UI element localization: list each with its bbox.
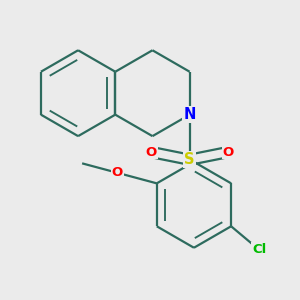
Text: S: S [184,152,195,167]
Text: Cl: Cl [252,243,266,256]
Text: O: O [146,146,157,158]
Text: O: O [223,146,234,158]
Text: O: O [112,166,123,179]
Text: N: N [184,107,196,122]
